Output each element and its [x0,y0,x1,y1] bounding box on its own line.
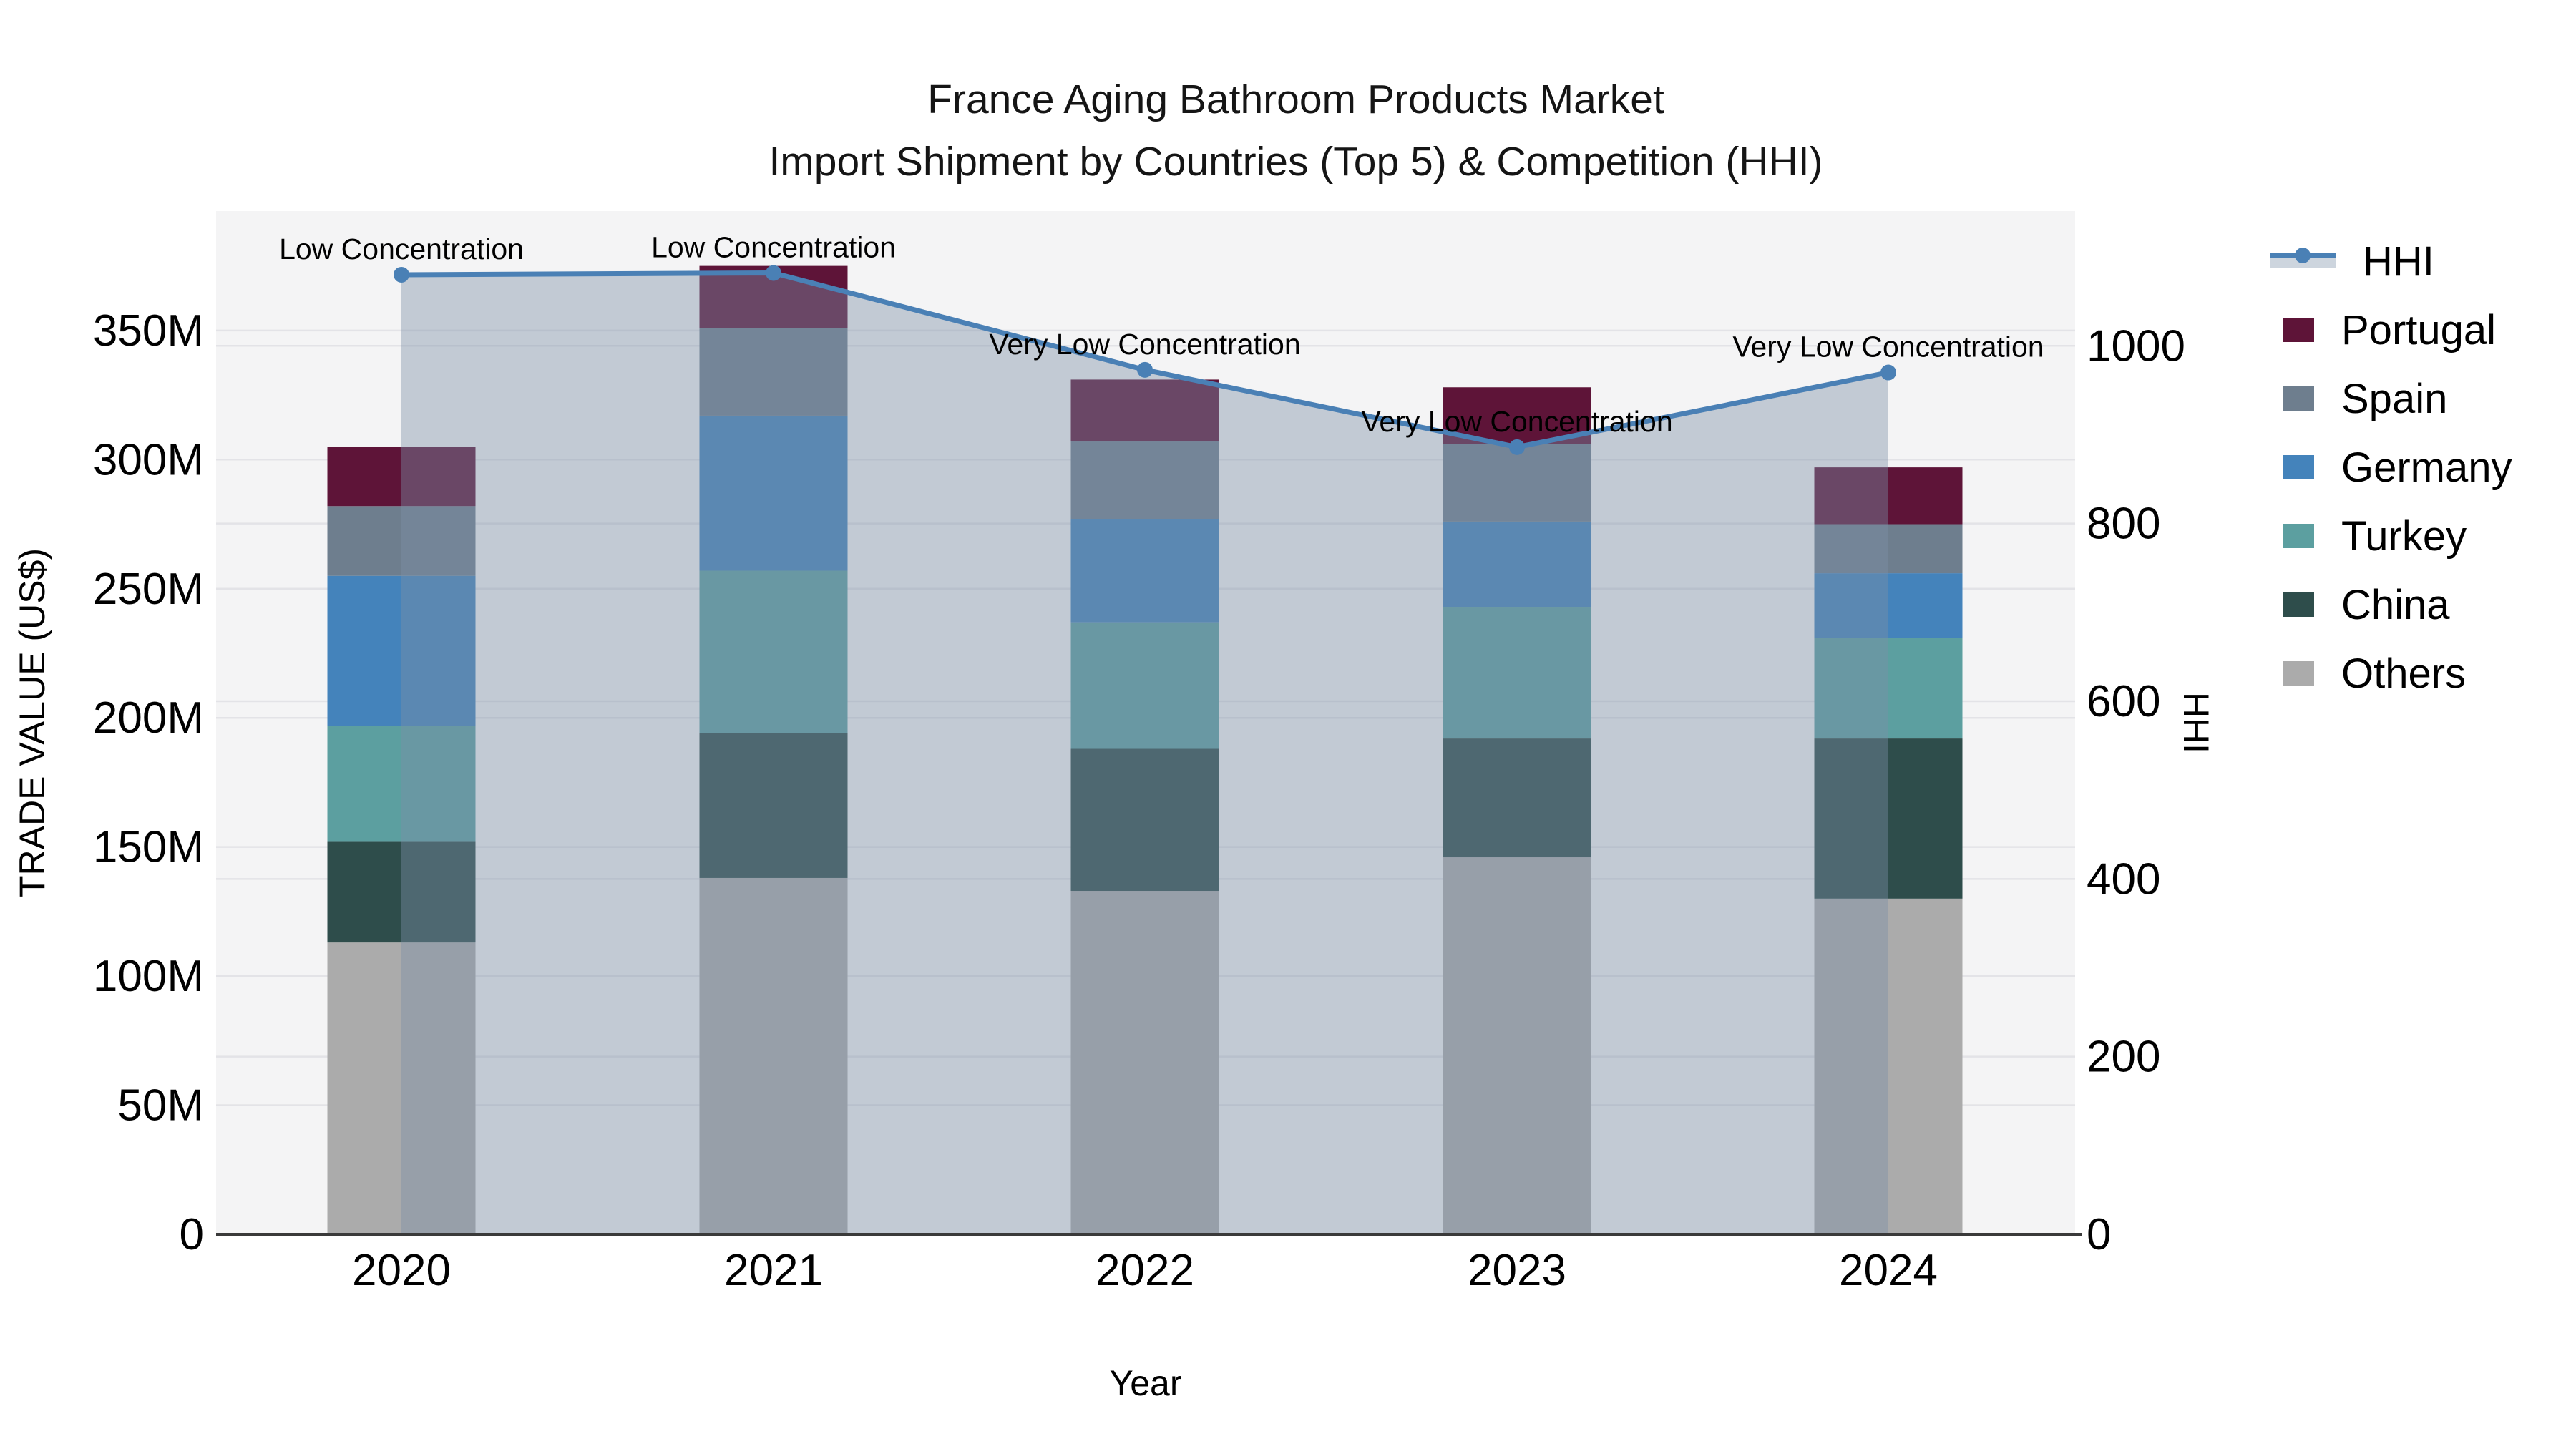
bar-segment-2022-germany [1070,519,1219,623]
legend-swatch-china [2283,592,2314,617]
bar-segment-2020-spain [327,506,476,576]
chart-title: France Aging Bathroom Products Market Im… [0,69,2576,193]
legend-item-others: Others [2270,639,2466,708]
legend-swatch-turkey [2283,524,2314,548]
legend-item-hhi: HHI [2270,227,2434,296]
hhi-line-legend-icon [2270,247,2336,275]
left-tick-200M: 200M [93,693,204,743]
left-tick-150M: 150M [93,823,204,872]
bar-segment-2020-germany [327,575,476,726]
bar-segment-2024-china [1814,738,1963,899]
left-tick-100M: 100M [93,952,204,1001]
chart-title-line2: Import Shipment by Countries (Top 5) & C… [769,139,1823,185]
annotation-2021: Low Concentration [651,230,896,263]
bar-segment-2022-portugal [1070,379,1219,442]
bar-segment-2023-spain [1443,444,1591,522]
legend-label-spain: Spain [2341,375,2448,422]
y-axis-title-right: HHI [2176,692,2216,753]
left-tick-350M: 350M [93,306,204,356]
hhi-area-fill [401,273,1888,1234]
hhi-marker-2022 [1137,361,1153,378]
x-axis-title: Year [1109,1363,1181,1403]
y-axis-title-left: TRADE VALUE (US$) [12,548,52,897]
legend-item-germany: Germany [2270,433,2512,502]
legend-label-china: China [2341,581,2450,628]
x-tick-2021: 2021 [724,1246,823,1295]
left-tick-300M: 300M [93,435,204,484]
x-tick-2023: 2023 [1468,1246,1566,1295]
right-tick-400: 400 [2087,854,2160,904]
legend-label-hhi: HHI [2363,238,2434,285]
bar-segment-2023-others [1443,857,1591,1234]
legend-swatch-portugal [2283,318,2314,342]
hhi-marker-2021 [766,265,781,281]
legend-label-portugal: Portugal [2341,306,2497,353]
bar-segment-2022-china [1070,748,1219,892]
legend-item-turkey: Turkey [2270,502,2467,570]
bar-segment-2020-china [327,841,476,943]
bar-segment-2024-turkey [1814,638,1963,739]
bar-segment-2024-others [1814,898,1963,1234]
bar-segment-2024-portugal [1814,467,1963,525]
bar-segment-2024-germany [1814,573,1963,638]
hhi-marker-2020 [394,266,409,283]
right-tick-600: 600 [2087,677,2160,726]
bar-segment-2021-china [699,733,848,878]
bar-segment-2022-others [1070,891,1219,1234]
legend-swatch-others [2283,661,2314,686]
hhi-marker-2024 [1880,364,1896,381]
legend-label-others: Others [2341,650,2467,697]
bar-segment-2023-turkey [1443,607,1591,739]
right-tick-200: 200 [2087,1033,2160,1082]
legend-swatch-germany [2283,455,2314,479]
bar-segment-2023-china [1443,738,1591,858]
bar-segment-2024-spain [1814,524,1963,574]
legend-item-china: China [2270,570,2450,639]
bar-segment-2022-turkey [1070,622,1219,749]
annotation-2022: Very Low Concentration [989,328,1300,361]
chart-title-line1: France Aging Bathroom Products Market [927,77,1664,122]
legend-swatch-spain [2283,386,2314,411]
bar-segment-2020-turkey [327,726,476,842]
x-tick-2022: 2022 [1096,1246,1194,1295]
bar-segment-2021-germany [699,415,848,571]
right-tick-0: 0 [2087,1210,2111,1259]
legend-label-turkey: Turkey [2341,512,2467,560]
hhi-marker-2023 [1509,439,1525,455]
legend-item-portugal: Portugal [2270,296,2496,364]
bar-segment-2021-turkey [699,570,848,733]
annotation-2020: Low Concentration [279,233,524,265]
x-tick-2024: 2024 [1839,1246,1938,1295]
bar-segment-2020-others [327,942,476,1234]
legend-label-germany: Germany [2341,444,2512,491]
left-tick-250M: 250M [93,565,204,614]
bar-segment-2023-germany [1443,521,1591,608]
right-tick-800: 800 [2087,499,2160,549]
legend-item-spain: Spain [2270,364,2447,433]
annotation-2023: Very Low Concentration [1361,405,1672,438]
hhi-marker-swatch [2295,248,2311,263]
right-tick-1000: 1000 [2087,321,2185,371]
bar-segment-2021-spain [699,328,848,416]
left-tick-50M: 50M [117,1081,204,1131]
bar-segment-2020-portugal [327,447,476,507]
bar-segment-2021-others [699,877,848,1234]
annotation-2024: Very Low Concentration [1732,331,2044,364]
bar-segment-2022-spain [1070,441,1219,519]
left-tick-0: 0 [180,1210,204,1259]
x-tick-2020: 2020 [352,1246,451,1295]
